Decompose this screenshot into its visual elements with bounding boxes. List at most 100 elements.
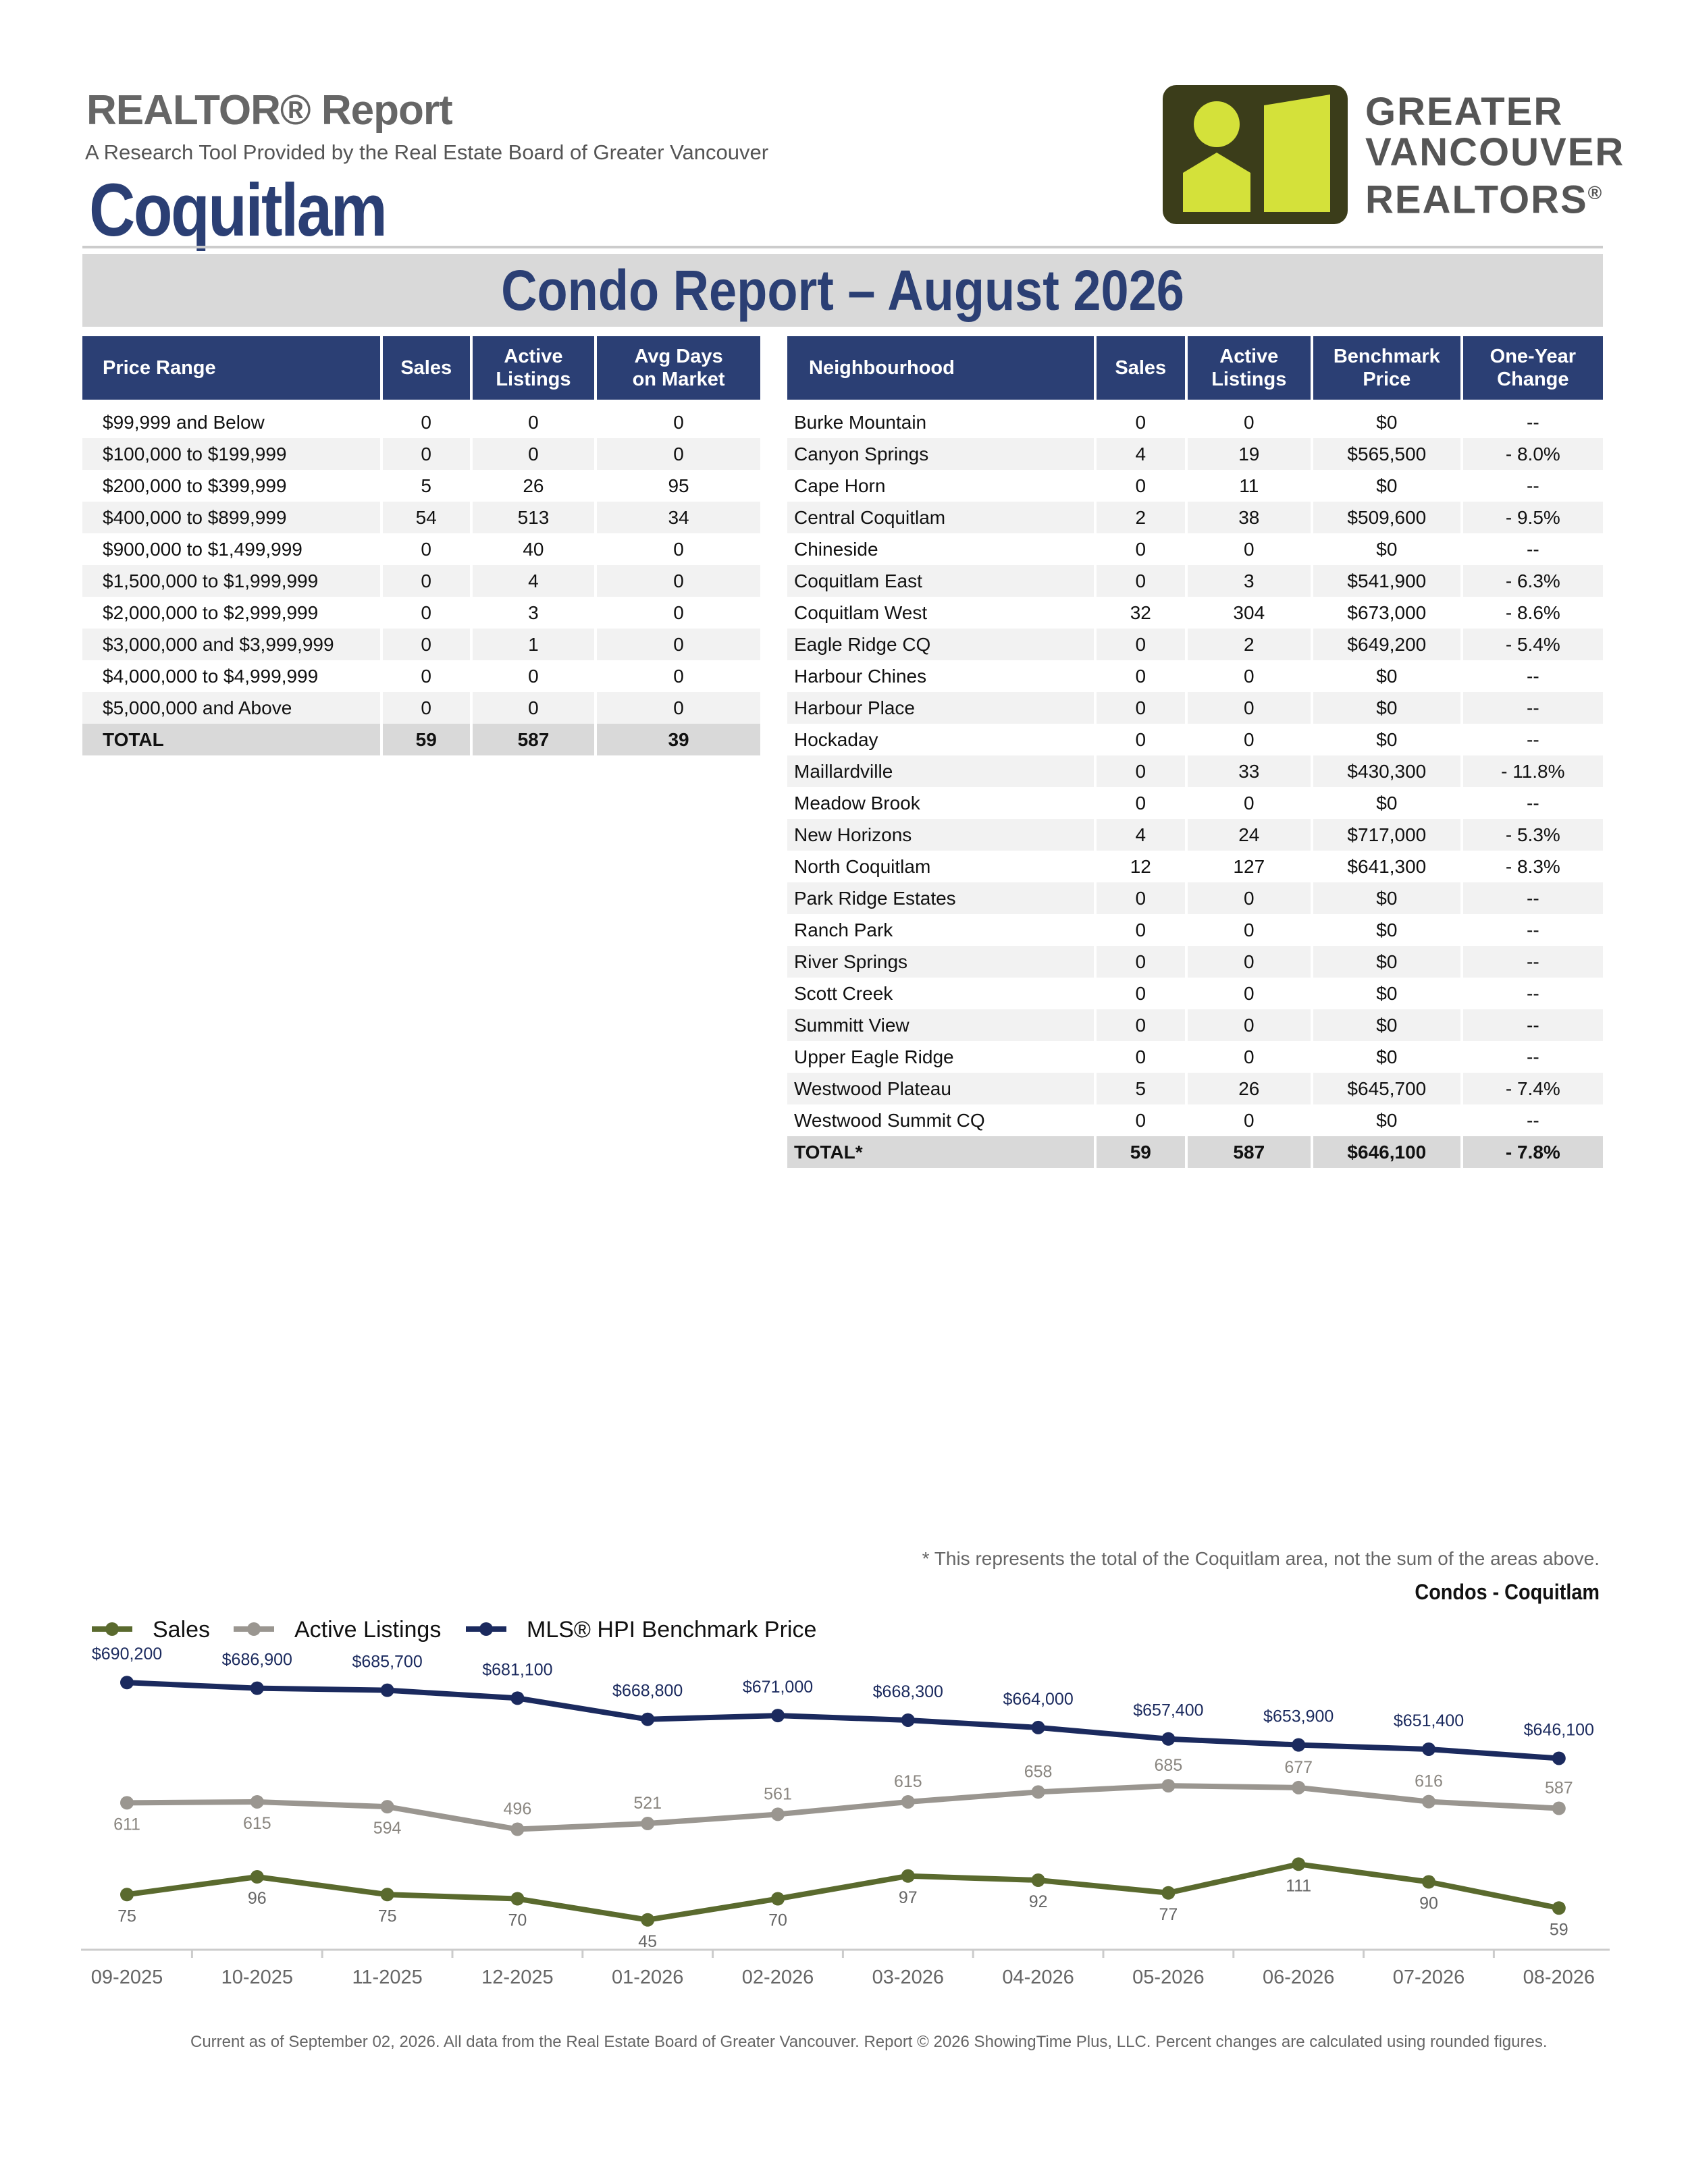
nb-row: Ranch Park 0 0 $0 --: [787, 914, 1603, 946]
nb-cell: Eagle Ridge CQ: [787, 629, 1094, 660]
legend-marker: [105, 1622, 119, 1636]
col-benchmark-price: Benchmark Price: [1313, 336, 1460, 400]
price-row: $4,000,000 to $4,999,999 0 0 0: [82, 660, 760, 692]
nb-cell: 3: [1187, 565, 1311, 597]
legend-marker: [479, 1622, 493, 1636]
col-sales: Sales: [382, 336, 470, 400]
price-cell: 34: [597, 502, 760, 533]
report-subtitle: A Research Tool Provided by the Real Est…: [85, 140, 769, 164]
nb-cell: River Springs: [787, 946, 1094, 978]
nb-cell: 2: [1187, 629, 1311, 660]
data-point-0: [901, 1869, 915, 1883]
data-point-0: [380, 1888, 394, 1902]
nb-cell: 32: [1130, 602, 1151, 623]
nb-cell: $0: [1313, 882, 1460, 914]
data-label-0: 111: [1286, 1876, 1311, 1895]
price-cell: 0: [421, 602, 431, 623]
price-cell: 0: [673, 665, 684, 687]
price-cell: 54: [382, 502, 470, 533]
price-cell: 0: [382, 629, 470, 660]
x-tick-label: 08-2026: [1523, 1967, 1595, 1988]
nb-cell: - 7.4%: [1462, 1073, 1603, 1104]
nb-cell: $0: [1313, 1009, 1460, 1041]
nb-cell: 0: [1244, 982, 1255, 1004]
price-total-cell: TOTAL: [82, 724, 380, 755]
nb-cell: --: [1462, 1009, 1603, 1041]
nb-row: River Springs 0 0 $0 --: [787, 946, 1603, 978]
price-cell: 4: [472, 565, 595, 597]
nb-cell: 0: [1244, 1046, 1255, 1067]
price-row: $100,000 to $199,999 0 0 0: [82, 438, 760, 470]
data-point-2: [1031, 1720, 1045, 1734]
data-label-1: 594: [373, 1819, 402, 1838]
data-point-0: [250, 1870, 264, 1884]
price-cell: 0: [597, 438, 760, 470]
price-cell: 1: [472, 629, 595, 660]
series-line-1: [126, 1783, 1560, 1832]
nb-cell: 33: [1187, 755, 1311, 787]
data-label-2: $668,300: [873, 1682, 943, 1701]
data-label-2: $664,000: [1003, 1690, 1073, 1709]
nb-cell: Central Coquitlam: [787, 502, 1094, 533]
data-point-2: [510, 1691, 525, 1705]
report-kicker: REALTOR® Report: [86, 87, 453, 134]
nb-cell: $0: [1376, 475, 1398, 496]
data-point-1: [1161, 1779, 1176, 1793]
data-point-0: [641, 1913, 655, 1927]
nb-cell: $717,000: [1313, 819, 1460, 851]
x-tick-label: 03-2026: [872, 1967, 944, 1988]
nb-cell: 26: [1187, 1073, 1311, 1104]
nb-row: Park Ridge Estates 0 0 $0 --: [787, 882, 1603, 914]
data-point-0: [510, 1892, 525, 1906]
col-nb-sales: Sales: [1096, 336, 1185, 400]
nb-total-row: TOTAL* 59 587 $646,100- 7.8%: [787, 1136, 1603, 1168]
logo-wordmark: GREATER VANCOUVER REALTORS®: [1365, 92, 1625, 220]
x-tick-label: 09-2025: [91, 1967, 163, 1988]
nb-cell: 0: [1135, 1046, 1146, 1067]
nb-cell: 0: [1135, 792, 1146, 814]
nb-cell: --: [1527, 411, 1539, 433]
nb-cell: 24: [1187, 819, 1311, 851]
nb-cell: Harbour Place: [787, 692, 1094, 724]
data-label-2: $653,900: [1263, 1707, 1334, 1726]
nb-cell: 0: [1187, 692, 1311, 724]
nb-cell: --: [1527, 728, 1539, 750]
nb-cell: Park Ridge Estates: [787, 882, 1094, 914]
price-row: $200,000 to $399,999 5 26 95: [82, 470, 760, 502]
nb-cell: Hockaday: [794, 728, 878, 750]
price-row: $400,000 to $899,999 54 513 34: [82, 502, 760, 533]
nb-cell: Meadow Brook: [794, 792, 920, 814]
legend-label: MLS® HPI Benchmark Price: [527, 1617, 816, 1643]
nb-cell: 304: [1233, 602, 1265, 623]
price-cell: $3,000,000 and $3,999,999: [82, 629, 380, 660]
data-label-2: $668,800: [612, 1682, 683, 1701]
nb-cell: $645,700: [1313, 1073, 1460, 1104]
nb-row: Coquitlam West 32 304 $673,000 - 8.6%: [787, 597, 1603, 629]
data-label-2: $671,000: [743, 1678, 813, 1697]
nb-cell: 0: [1187, 882, 1311, 914]
nb-cell: Westwood Plateau: [787, 1073, 1094, 1104]
nb-cell: --: [1462, 882, 1603, 914]
data-point-2: [250, 1681, 264, 1695]
x-tick-label: 06-2026: [1263, 1967, 1334, 1988]
x-tick-label: 11-2025: [352, 1967, 422, 1988]
data-point-0: [1031, 1873, 1045, 1887]
data-point-2: [901, 1713, 915, 1727]
legend-marker: [247, 1622, 261, 1636]
nb-row: Hockaday 0 0 $0 --: [787, 724, 1603, 755]
data-label-0: 75: [378, 1907, 397, 1925]
nb-cell: 0: [1135, 411, 1146, 433]
data-label-1: 615: [243, 1814, 271, 1833]
data-point-0: [1292, 1857, 1306, 1871]
data-label-0: 92: [1029, 1892, 1048, 1911]
nb-cell: --: [1527, 475, 1539, 496]
nb-cell: 0: [1096, 692, 1185, 724]
price-cell: $400,000 to $899,999: [82, 502, 380, 533]
nb-cell: 4: [1096, 819, 1185, 851]
price-total-row: TOTAL 59 587 39: [82, 724, 760, 755]
price-row: $5,000,000 and Above 0 0 0: [82, 692, 760, 724]
nb-cell: 0: [1244, 792, 1255, 814]
data-label-1: 496: [504, 1800, 532, 1819]
col-neighbourhood: Neighbourhood: [787, 336, 1094, 400]
data-label-1: 615: [894, 1772, 922, 1791]
